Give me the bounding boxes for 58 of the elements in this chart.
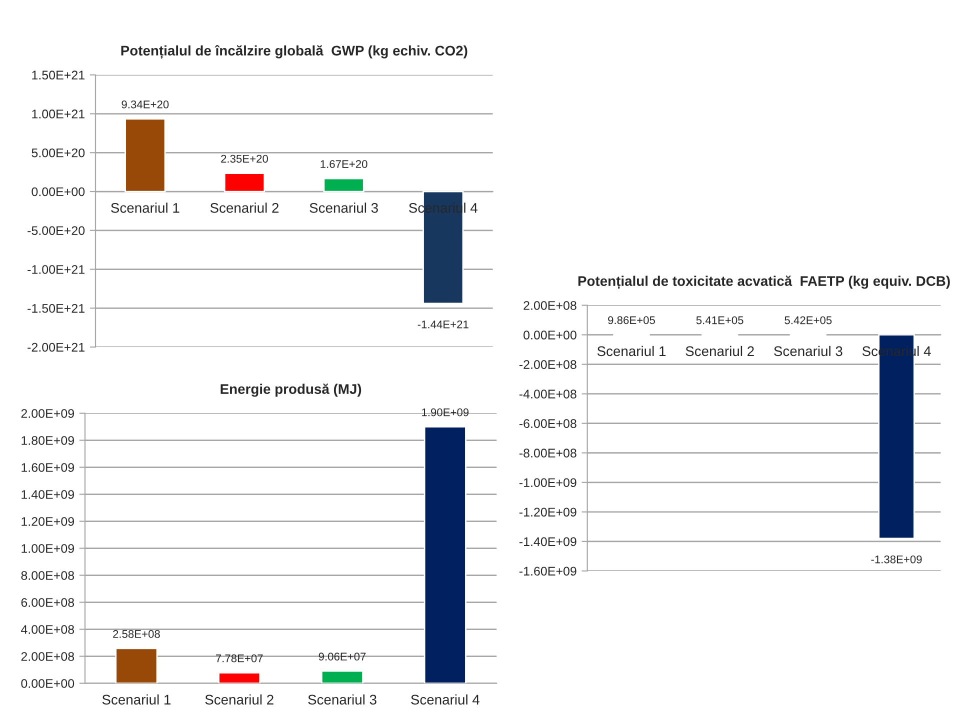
y-tick-label: 6.00E+08 xyxy=(21,598,74,607)
x-tick-label: Scenariul 3 xyxy=(308,694,376,705)
y-tick-label: -6.00E+08 xyxy=(519,419,576,428)
bar xyxy=(115,648,158,684)
data-label: 9.86E+05 xyxy=(608,316,655,324)
chart-title: Potențialul de toxicitate acvatică FAETP (kg equiv. DCB) xyxy=(578,276,950,290)
y-tick-label: 0.00E+00 xyxy=(32,187,85,196)
y-tick-label: 1.00E+21 xyxy=(32,110,84,118)
bar xyxy=(424,426,466,684)
y-tick-label: 8.00E+08 xyxy=(21,571,74,580)
bar xyxy=(218,672,261,684)
y-tick-label: -2.00E+08 xyxy=(519,360,576,369)
y-tick-label: 1.60E+09 xyxy=(22,463,74,472)
y-tick-label: 0.00E+00 xyxy=(21,679,74,688)
x-tick-label: Scenariul 3 xyxy=(774,346,842,356)
y-tick-label: -1.00E+21 xyxy=(28,265,84,274)
y-tick-label: 2.00E+08 xyxy=(21,652,74,661)
y-tick-label: 0.00E+00 xyxy=(524,330,576,340)
x-tick-label: Scenariul 1 xyxy=(102,694,171,705)
x-tick-label: Scenariul 2 xyxy=(686,346,754,356)
y-tick-label: 1.50E+21 xyxy=(32,70,84,80)
x-tick-label: Scenariul 1 xyxy=(597,346,666,356)
y-tick-label: -1.00E+09 xyxy=(519,478,576,488)
y-tick-label: -1.60E+09 xyxy=(519,566,576,576)
y-tick-label: -1.50E+21 xyxy=(28,304,84,313)
data-label: -1.44E+21 xyxy=(418,320,468,328)
x-tick-label: Scenariul 1 xyxy=(111,202,180,213)
y-tick-label: 4.00E+08 xyxy=(21,625,74,634)
data-label: 1.67E+20 xyxy=(320,160,368,168)
x-tick-label: Scenariul 2 xyxy=(210,202,279,213)
chart-title: Potențialul de încălzire globală GWP (kg echiv. CO2) xyxy=(121,45,468,59)
data-label: 2.35E+20 xyxy=(221,154,268,163)
y-tick-label: 2.00E+08 xyxy=(524,301,576,310)
data-label: 5.42E+05 xyxy=(784,316,832,324)
y-tick-label: 1.40E+09 xyxy=(22,490,74,499)
data-label: 7.78E+07 xyxy=(216,654,263,662)
y-tick-label: -2.00E+21 xyxy=(28,342,84,352)
x-tick-label: Scenariul 4 xyxy=(411,694,480,705)
data-label: 2.58E+08 xyxy=(113,630,160,638)
x-tick-label: Scenariul 3 xyxy=(310,202,378,213)
data-label: -1.38E+09 xyxy=(871,555,922,564)
y-tick-label: 1.00E+09 xyxy=(22,544,74,553)
y-tick-label: -1.20E+09 xyxy=(519,508,576,517)
y-tick-label: 2.00E+09 xyxy=(21,409,74,418)
y-tick-label: 1.80E+09 xyxy=(22,436,74,445)
data-label: 1.90E+09 xyxy=(422,408,469,416)
bar xyxy=(320,670,364,684)
y-tick-label: -4.00E+08 xyxy=(519,390,576,398)
data-label: 9.06E+07 xyxy=(318,652,366,661)
y-tick-label: -8.00E+08 xyxy=(519,448,576,458)
data-label: 5.41E+05 xyxy=(696,316,744,324)
y-tick-label: -1.40E+09 xyxy=(519,537,576,546)
chart-title: Energie produsă (MJ) xyxy=(220,384,362,397)
data-label: 9.34E+20 xyxy=(122,100,169,108)
y-tick-label: 1.20E+09 xyxy=(22,517,74,526)
y-tick-label: 5.00E+20 xyxy=(32,148,85,158)
x-tick-label: Scenariul 2 xyxy=(205,694,274,705)
y-tick-label: -5.00E+20 xyxy=(28,226,85,236)
